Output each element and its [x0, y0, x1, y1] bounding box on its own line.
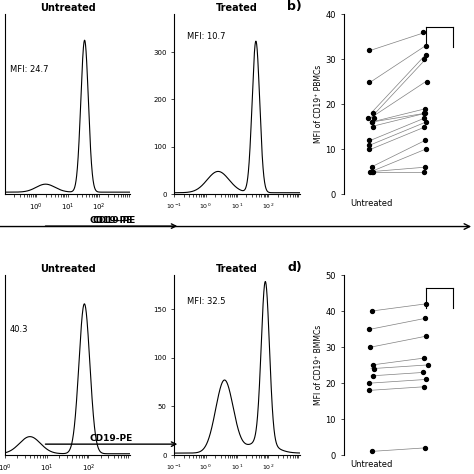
Point: [370, 372, 377, 380]
Text: MFI: 10.7: MFI: 10.7: [187, 32, 225, 41]
Text: 40.3: 40.3: [10, 326, 28, 335]
Text: b): b): [287, 0, 302, 13]
Point: [422, 42, 430, 49]
Point: [365, 114, 372, 121]
Point: [421, 444, 429, 452]
Point: [420, 109, 428, 117]
Point: [422, 300, 429, 308]
Point: [365, 325, 373, 333]
Point: [365, 137, 373, 144]
Point: [422, 118, 430, 126]
Text: MFI: 32.5: MFI: 32.5: [187, 297, 225, 306]
Point: [370, 365, 377, 373]
Point: [368, 118, 376, 126]
Point: [422, 146, 429, 153]
Text: MFI: 24.7: MFI: 24.7: [10, 64, 48, 73]
Point: [368, 447, 375, 455]
Point: [420, 123, 428, 130]
Point: [369, 361, 376, 369]
Point: [420, 383, 428, 391]
Point: [369, 123, 377, 130]
Title: Untreated: Untreated: [40, 264, 95, 274]
Point: [422, 51, 429, 58]
Point: [421, 105, 429, 112]
Point: [421, 164, 428, 171]
Point: [420, 114, 428, 121]
Point: [365, 78, 373, 85]
Point: [421, 109, 428, 117]
Point: [420, 55, 428, 63]
Point: [369, 109, 377, 117]
Text: CD19-PE: CD19-PE: [90, 434, 133, 443]
Point: [365, 146, 373, 153]
Point: [365, 386, 373, 394]
Point: [366, 343, 374, 351]
Text: CD19-PE: CD19-PE: [92, 216, 136, 225]
Point: [365, 46, 373, 54]
Point: [368, 164, 375, 171]
Point: [365, 141, 373, 148]
Title: Untreated: Untreated: [40, 3, 95, 13]
Point: [370, 168, 377, 175]
Title: Treated: Treated: [216, 264, 258, 274]
Point: [421, 315, 428, 322]
Point: [368, 168, 376, 175]
Point: [424, 361, 432, 369]
Point: [422, 376, 429, 383]
Text: d): d): [287, 261, 302, 273]
Point: [420, 354, 428, 362]
Point: [423, 332, 430, 340]
Y-axis label: MFI of CD19⁺ PBMCs: MFI of CD19⁺ PBMCs: [314, 65, 323, 143]
Point: [419, 28, 427, 36]
Point: [365, 379, 373, 387]
Point: [368, 307, 376, 315]
Point: [370, 114, 377, 121]
Point: [366, 168, 374, 175]
Point: [421, 137, 429, 144]
Y-axis label: MFI of CD19⁺ BMMCs: MFI of CD19⁺ BMMCs: [314, 325, 323, 405]
Point: [419, 368, 427, 376]
Point: [423, 78, 431, 85]
Text: CD19-PE: CD19-PE: [90, 216, 133, 225]
Point: [368, 118, 375, 126]
Point: [420, 168, 428, 175]
Title: Treated: Treated: [216, 3, 258, 13]
